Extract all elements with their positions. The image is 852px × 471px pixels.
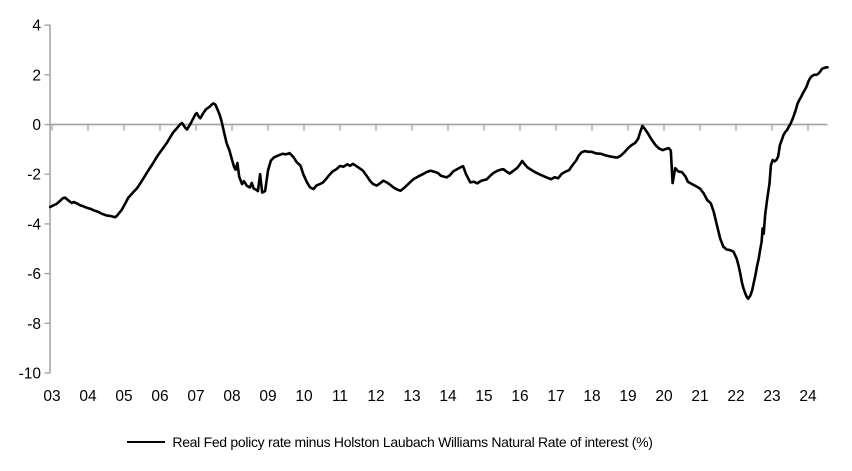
y-tick-label: -6 (27, 266, 41, 283)
x-tick-label: 07 (187, 388, 204, 405)
x-tick-label: 14 (439, 388, 457, 405)
y-tick-label: 2 (32, 67, 41, 84)
x-tick-label: 24 (799, 388, 817, 405)
y-axis: 4 2 0 -2 -4 -6 -8 -10 (19, 18, 51, 383)
x-tick-label: 12 (367, 388, 384, 405)
x-tick-label: 18 (583, 388, 600, 405)
x-tick-label: 15 (475, 388, 492, 405)
series-line (48, 66, 829, 300)
x-axis-labels: 03 04 05 06 07 08 09 10 11 12 13 14 15 16 17 18 19 20 21 22… (43, 388, 817, 405)
y-tick-label: 4 (32, 18, 41, 35)
legend: Real Fed policy rate minus Holston Lauba… (0, 434, 816, 450)
y-tick-label: 0 (32, 117, 41, 134)
x-tick-label: 21 (691, 388, 708, 405)
x-tick-label: 06 (151, 388, 168, 405)
legend-label: Real Fed policy rate minus Holston Lauba… (172, 434, 653, 450)
x-axis-zero-line (50, 123, 828, 131)
x-tick-label: 09 (259, 388, 276, 405)
x-tick-label: 08 (223, 388, 240, 405)
x-tick-label: 22 (727, 388, 744, 405)
x-tick-label: 23 (763, 388, 780, 405)
x-tick-label: 17 (547, 388, 564, 405)
x-tick-label: 03 (43, 388, 60, 405)
x-tick-label: 20 (655, 388, 673, 405)
x-tick-label: 10 (295, 388, 313, 405)
x-tick-label: 11 (332, 388, 348, 405)
x-tick-label: 19 (619, 388, 636, 405)
legend-line-sample (127, 441, 166, 443)
y-tick-label: -4 (27, 216, 41, 233)
x-tick-label: 13 (403, 388, 420, 405)
x-tick-label: 04 (79, 388, 97, 405)
y-tick-label: -2 (27, 167, 41, 184)
x-tick-label: 05 (115, 388, 132, 405)
y-tick-label: -8 (27, 316, 41, 333)
x-tick-label: 16 (511, 388, 528, 405)
y-tick-label: -10 (19, 366, 42, 383)
